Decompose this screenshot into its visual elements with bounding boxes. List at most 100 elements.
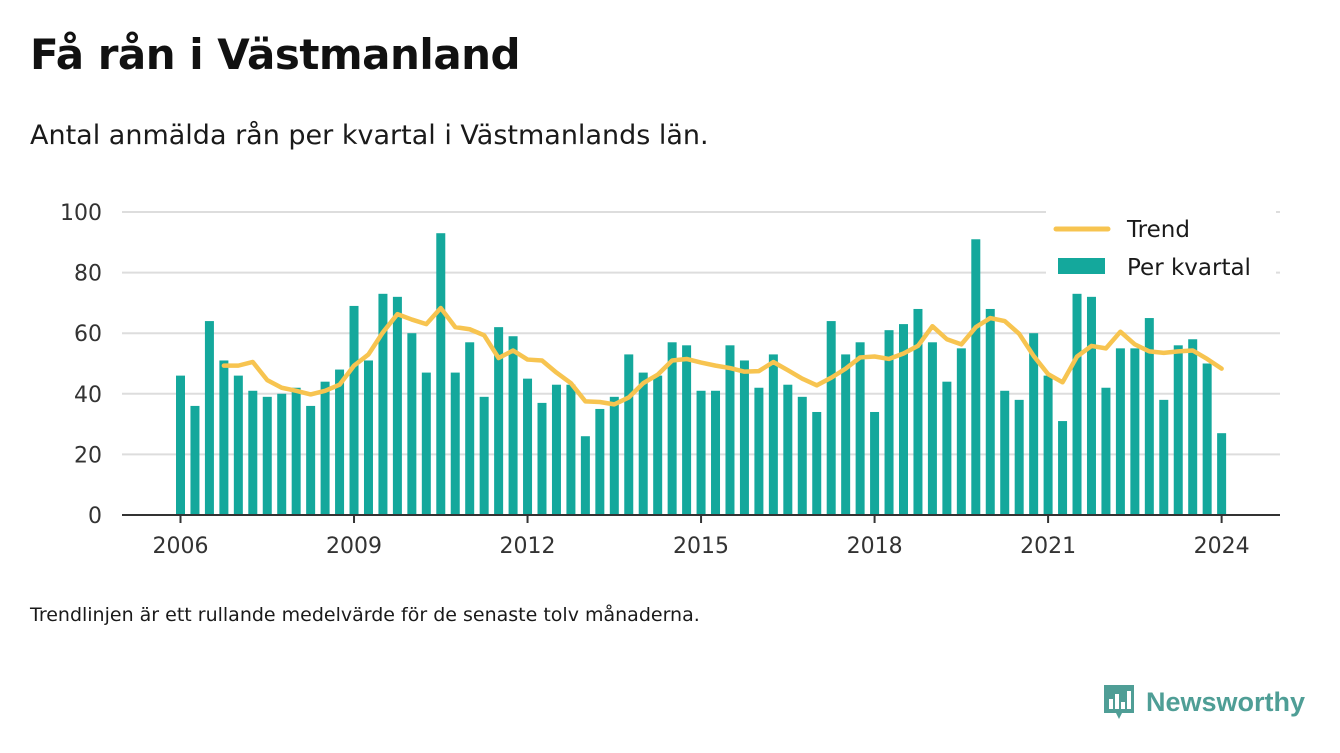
bar — [1144, 318, 1154, 515]
bar — [768, 354, 778, 515]
bar — [378, 293, 388, 515]
bar — [1014, 399, 1024, 515]
bar — [855, 342, 865, 515]
bar — [739, 360, 749, 515]
bar — [465, 342, 475, 515]
bar — [551, 384, 561, 515]
newsworthy-logo-icon — [1104, 685, 1134, 719]
bar — [176, 375, 185, 515]
bar — [479, 396, 489, 515]
bar — [262, 396, 272, 515]
bar — [870, 411, 880, 515]
bar — [725, 345, 735, 515]
x-tick-label: 2012 — [500, 534, 556, 559]
bar — [421, 372, 431, 515]
bar — [494, 327, 504, 515]
brand-logo: Newsworthy — [1102, 683, 1305, 721]
x-tick-label: 2021 — [1020, 534, 1076, 559]
bar — [638, 372, 648, 515]
bar — [233, 375, 243, 515]
bar — [291, 387, 301, 515]
x-tick-label: 2006 — [153, 534, 209, 559]
x-tick-label: 2015 — [673, 534, 729, 559]
bar — [899, 324, 908, 515]
bar — [219, 360, 229, 515]
bar — [653, 375, 663, 515]
bar — [1173, 345, 1183, 515]
bar — [812, 411, 822, 515]
bar — [1159, 399, 1169, 515]
chart-subtitle: Antal anmälda rån per kvartal i Västmanl… — [30, 120, 709, 151]
bar — [783, 384, 793, 515]
bar — [320, 381, 330, 515]
bar — [1130, 348, 1140, 515]
bar — [942, 381, 952, 515]
bar — [927, 342, 937, 515]
bar-chart: 0 20 40 60 80 100 2006 2009 2012 2015 2018 2021 202… — [60, 201, 1280, 559]
bar — [190, 405, 200, 515]
bar — [985, 308, 995, 515]
bar — [363, 360, 373, 515]
bar — [580, 436, 590, 515]
bar — [248, 390, 258, 515]
legend: Trend Per kvartal — [1046, 207, 1276, 289]
bar — [566, 384, 576, 515]
bar — [696, 390, 706, 515]
bar — [1000, 390, 1010, 515]
bar — [1029, 333, 1039, 515]
bar — [682, 345, 692, 515]
bar — [595, 408, 605, 515]
y-tick-label: 60 — [74, 322, 102, 347]
bar — [754, 387, 764, 515]
bar — [624, 354, 634, 515]
bar — [609, 396, 619, 515]
bar — [841, 354, 851, 515]
bar-series — [176, 233, 1227, 515]
bar — [956, 348, 966, 515]
bar — [1072, 293, 1082, 515]
bar — [884, 330, 894, 515]
bar — [1101, 387, 1111, 515]
brand-name: Newsworthy — [1146, 686, 1306, 717]
bar — [349, 305, 359, 515]
bar — [392, 296, 402, 515]
bar — [913, 308, 923, 515]
bar — [306, 405, 316, 515]
chart-title: Få rån i Västmanland — [30, 30, 521, 79]
bar — [508, 336, 518, 515]
legend-trend-label: Trend — [1126, 217, 1190, 243]
bar — [204, 321, 214, 515]
bar — [335, 369, 345, 515]
bar — [1115, 348, 1125, 515]
bar — [1043, 375, 1053, 515]
y-tick-label: 40 — [74, 383, 102, 408]
trend-series — [221, 305, 1224, 407]
bar — [537, 402, 547, 515]
y-tick-label: 20 — [74, 443, 102, 468]
y-axis-ticks: 0 20 40 60 80 100 — [60, 201, 102, 529]
y-tick-label: 0 — [88, 504, 102, 529]
bar — [971, 239, 981, 515]
trend-line — [221, 305, 1224, 407]
y-tick-label: 80 — [74, 262, 102, 287]
bar — [1202, 363, 1212, 515]
x-tick-label: 2024 — [1194, 534, 1250, 559]
bar — [277, 393, 287, 515]
legend-bar-label: Per kvartal — [1127, 255, 1251, 281]
bar — [826, 321, 836, 515]
bar — [1058, 421, 1068, 515]
bar — [797, 396, 807, 515]
legend-bar-swatch — [1058, 258, 1105, 274]
bar — [1188, 339, 1198, 515]
x-axis-ticks: 2006 2009 2012 2015 2018 2021 2024 — [153, 515, 1250, 559]
x-tick-label: 2009 — [326, 534, 382, 559]
bar — [523, 378, 533, 515]
bar — [436, 233, 446, 515]
footnote: Trendlinjen är ett rullande medelvärde f… — [30, 604, 700, 626]
bar — [667, 342, 677, 515]
bar — [711, 390, 721, 515]
y-tick-label: 100 — [60, 201, 102, 226]
bar — [450, 372, 460, 515]
bar — [1217, 433, 1227, 515]
x-tick-label: 2018 — [847, 534, 903, 559]
